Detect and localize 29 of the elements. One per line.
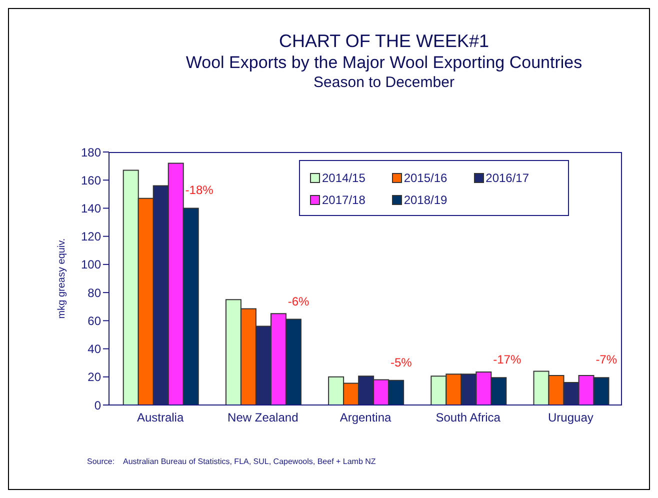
annotation: -6%	[288, 294, 310, 308]
annotation: -5%	[390, 355, 412, 370]
legend-label: 2017/18	[322, 193, 366, 207]
x-tick-label: Argentina	[340, 410, 392, 425]
x-tick-label: New Zealand	[228, 410, 298, 425]
y-tick-label: 60	[88, 314, 102, 328]
x-tick-label: Australia	[136, 410, 184, 425]
legend-label: 2016/17	[486, 171, 530, 185]
annotation: -17%	[493, 352, 522, 367]
y-tick-label: 140	[80, 201, 102, 216]
x-tick-label: South Africa	[436, 410, 501, 425]
chart-title: CHART OF THE WEEK#1	[278, 31, 490, 52]
y-tick-label: 120	[80, 230, 102, 244]
y-tick-label: 180	[80, 145, 102, 160]
legend-label: 2014/15	[322, 171, 366, 185]
y-axis-title: mkg greasy equiv.	[56, 238, 68, 319]
chart-subtitle: Wool Exports by the Major Wool Exporting Countries Season to December	[184, 53, 584, 91]
annotation: -7%	[596, 352, 618, 367]
source-note: Source: Australian Bureau of Statistics, FLA, SUL, Capewools, Beef + Lamb NZ	[87, 457, 376, 466]
x-tick-label: Uruguay	[548, 410, 594, 425]
annotation: -18%	[185, 183, 214, 198]
legend-label: 2015/16	[404, 171, 448, 185]
y-tick-label: 40	[88, 342, 102, 356]
y-tick-label: 160	[80, 173, 102, 188]
y-tick-label: 100	[80, 258, 102, 272]
legend-label: 2018/19	[404, 193, 448, 207]
y-tick-label: 20	[88, 370, 102, 384]
y-tick-label: 0	[94, 398, 102, 412]
y-tick-label: 80	[88, 286, 102, 300]
